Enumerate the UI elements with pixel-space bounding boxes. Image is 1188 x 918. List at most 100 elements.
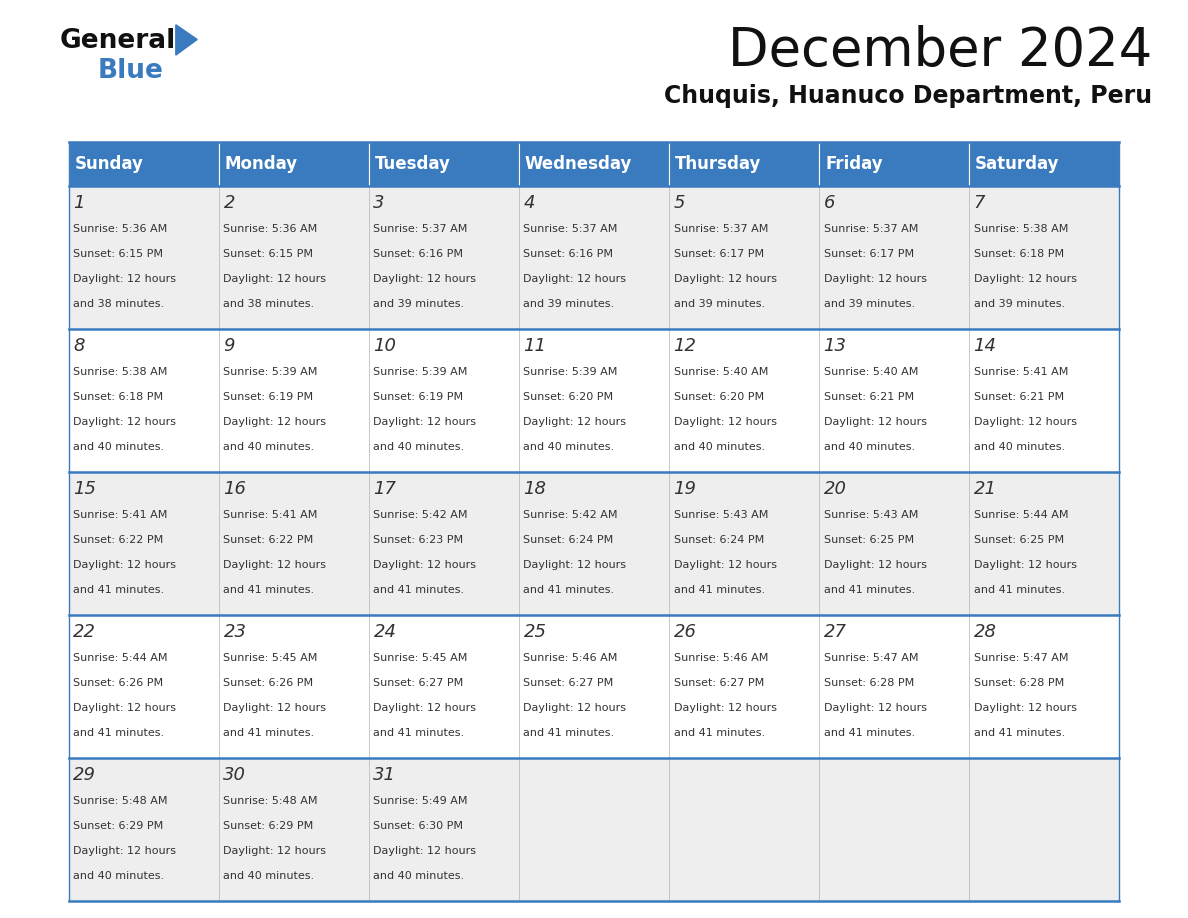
Text: Daylight: 12 hours: Daylight: 12 hours bbox=[373, 274, 476, 284]
Text: Sunset: 6:26 PM: Sunset: 6:26 PM bbox=[74, 677, 164, 688]
Bar bbox=[669, 330, 819, 473]
Text: and 41 minutes.: and 41 minutes. bbox=[74, 728, 164, 738]
Text: and 41 minutes.: and 41 minutes. bbox=[674, 585, 765, 595]
Text: Daylight: 12 hours: Daylight: 12 hours bbox=[223, 560, 327, 570]
Text: 2: 2 bbox=[223, 194, 235, 211]
Text: Daylight: 12 hours: Daylight: 12 hours bbox=[74, 274, 176, 284]
Text: Sunrise: 5:39 AM: Sunrise: 5:39 AM bbox=[373, 366, 468, 376]
Text: and 41 minutes.: and 41 minutes. bbox=[373, 728, 465, 738]
Text: and 41 minutes.: and 41 minutes. bbox=[974, 585, 1064, 595]
Text: Sunrise: 5:43 AM: Sunrise: 5:43 AM bbox=[674, 509, 767, 520]
Bar bbox=[69, 615, 219, 758]
Text: December 2024: December 2024 bbox=[728, 25, 1152, 76]
Text: Daylight: 12 hours: Daylight: 12 hours bbox=[823, 417, 927, 427]
Text: Sunset: 6:27 PM: Sunset: 6:27 PM bbox=[373, 677, 463, 688]
Text: 20: 20 bbox=[823, 479, 847, 498]
Text: Sunrise: 5:37 AM: Sunrise: 5:37 AM bbox=[373, 224, 468, 233]
Bar bbox=[669, 142, 819, 186]
Text: Sunset: 6:17 PM: Sunset: 6:17 PM bbox=[674, 249, 764, 259]
Text: Sunrise: 5:45 AM: Sunrise: 5:45 AM bbox=[223, 653, 318, 663]
Text: Daylight: 12 hours: Daylight: 12 hours bbox=[823, 274, 927, 284]
Text: Sunset: 6:25 PM: Sunset: 6:25 PM bbox=[974, 534, 1063, 544]
Text: Sunrise: 5:37 AM: Sunrise: 5:37 AM bbox=[524, 224, 618, 233]
Text: Sunset: 6:21 PM: Sunset: 6:21 PM bbox=[974, 392, 1063, 401]
Text: Sunset: 6:27 PM: Sunset: 6:27 PM bbox=[674, 677, 764, 688]
Text: Sunrise: 5:44 AM: Sunrise: 5:44 AM bbox=[74, 653, 168, 663]
Text: Sunset: 6:15 PM: Sunset: 6:15 PM bbox=[223, 249, 314, 259]
Text: Sunset: 6:16 PM: Sunset: 6:16 PM bbox=[524, 249, 613, 259]
Text: Sunset: 6:19 PM: Sunset: 6:19 PM bbox=[223, 392, 314, 401]
Bar bbox=[819, 186, 969, 330]
Text: 30: 30 bbox=[223, 766, 246, 784]
Bar bbox=[219, 473, 369, 615]
Text: and 41 minutes.: and 41 minutes. bbox=[223, 728, 315, 738]
Text: 27: 27 bbox=[823, 622, 847, 641]
Text: Daylight: 12 hours: Daylight: 12 hours bbox=[373, 417, 476, 427]
Text: Daylight: 12 hours: Daylight: 12 hours bbox=[223, 845, 327, 856]
Text: and 40 minutes.: and 40 minutes. bbox=[524, 442, 614, 452]
Bar bbox=[669, 758, 819, 901]
Text: Thursday: Thursday bbox=[675, 155, 762, 174]
Text: General: General bbox=[59, 28, 176, 54]
Text: Sunset: 6:26 PM: Sunset: 6:26 PM bbox=[223, 677, 314, 688]
Text: Daylight: 12 hours: Daylight: 12 hours bbox=[974, 560, 1076, 570]
Text: Sunrise: 5:47 AM: Sunrise: 5:47 AM bbox=[823, 653, 918, 663]
Text: 12: 12 bbox=[674, 337, 696, 354]
Text: 24: 24 bbox=[373, 622, 397, 641]
Text: Friday: Friday bbox=[824, 155, 883, 174]
Text: Daylight: 12 hours: Daylight: 12 hours bbox=[223, 417, 327, 427]
Text: and 40 minutes.: and 40 minutes. bbox=[674, 442, 765, 452]
Text: Sunrise: 5:46 AM: Sunrise: 5:46 AM bbox=[524, 653, 618, 663]
Text: Sunrise: 5:47 AM: Sunrise: 5:47 AM bbox=[974, 653, 1068, 663]
Text: Daylight: 12 hours: Daylight: 12 hours bbox=[223, 274, 327, 284]
Text: Daylight: 12 hours: Daylight: 12 hours bbox=[524, 560, 626, 570]
Text: Daylight: 12 hours: Daylight: 12 hours bbox=[823, 702, 927, 712]
Text: Daylight: 12 hours: Daylight: 12 hours bbox=[674, 560, 777, 570]
Text: Daylight: 12 hours: Daylight: 12 hours bbox=[373, 845, 476, 856]
Text: Daylight: 12 hours: Daylight: 12 hours bbox=[74, 417, 176, 427]
Text: and 41 minutes.: and 41 minutes. bbox=[674, 728, 765, 738]
Text: Sunrise: 5:40 AM: Sunrise: 5:40 AM bbox=[823, 366, 918, 376]
Text: 15: 15 bbox=[74, 479, 96, 498]
Text: Sunset: 6:29 PM: Sunset: 6:29 PM bbox=[223, 821, 314, 831]
Text: and 41 minutes.: and 41 minutes. bbox=[823, 585, 915, 595]
Bar bbox=[369, 142, 519, 186]
Text: and 39 minutes.: and 39 minutes. bbox=[974, 298, 1064, 308]
Text: 10: 10 bbox=[373, 337, 397, 354]
Bar bbox=[819, 473, 969, 615]
Text: Daylight: 12 hours: Daylight: 12 hours bbox=[674, 274, 777, 284]
Text: and 40 minutes.: and 40 minutes. bbox=[223, 442, 315, 452]
Text: Sunrise: 5:42 AM: Sunrise: 5:42 AM bbox=[373, 509, 468, 520]
Text: Sunrise: 5:48 AM: Sunrise: 5:48 AM bbox=[223, 796, 318, 806]
Text: and 40 minutes.: and 40 minutes. bbox=[223, 871, 315, 880]
Text: Monday: Monday bbox=[225, 155, 298, 174]
Text: and 41 minutes.: and 41 minutes. bbox=[823, 728, 915, 738]
Text: Sunset: 6:28 PM: Sunset: 6:28 PM bbox=[823, 677, 914, 688]
Text: Chuquis, Huanuco Department, Peru: Chuquis, Huanuco Department, Peru bbox=[664, 84, 1152, 108]
Text: Sunrise: 5:38 AM: Sunrise: 5:38 AM bbox=[974, 224, 1068, 233]
Bar bbox=[969, 473, 1119, 615]
Text: and 40 minutes.: and 40 minutes. bbox=[823, 442, 915, 452]
Text: Daylight: 12 hours: Daylight: 12 hours bbox=[524, 702, 626, 712]
Bar bbox=[669, 615, 819, 758]
Text: 14: 14 bbox=[974, 337, 997, 354]
Text: Daylight: 12 hours: Daylight: 12 hours bbox=[524, 417, 626, 427]
Bar bbox=[69, 142, 219, 186]
Text: and 41 minutes.: and 41 minutes. bbox=[524, 728, 614, 738]
Bar bbox=[519, 142, 669, 186]
Text: 11: 11 bbox=[524, 337, 546, 354]
Text: Daylight: 12 hours: Daylight: 12 hours bbox=[974, 274, 1076, 284]
Text: 22: 22 bbox=[74, 622, 96, 641]
Bar bbox=[969, 615, 1119, 758]
Bar bbox=[369, 473, 519, 615]
Text: and 38 minutes.: and 38 minutes. bbox=[223, 298, 315, 308]
Bar bbox=[819, 142, 969, 186]
Text: 31: 31 bbox=[373, 766, 397, 784]
Text: Sunset: 6:23 PM: Sunset: 6:23 PM bbox=[373, 534, 463, 544]
Text: 21: 21 bbox=[974, 479, 997, 498]
Bar bbox=[369, 186, 519, 330]
Text: Sunrise: 5:46 AM: Sunrise: 5:46 AM bbox=[674, 653, 767, 663]
Text: and 40 minutes.: and 40 minutes. bbox=[74, 871, 164, 880]
Text: Tuesday: Tuesday bbox=[375, 155, 450, 174]
Bar bbox=[369, 758, 519, 901]
